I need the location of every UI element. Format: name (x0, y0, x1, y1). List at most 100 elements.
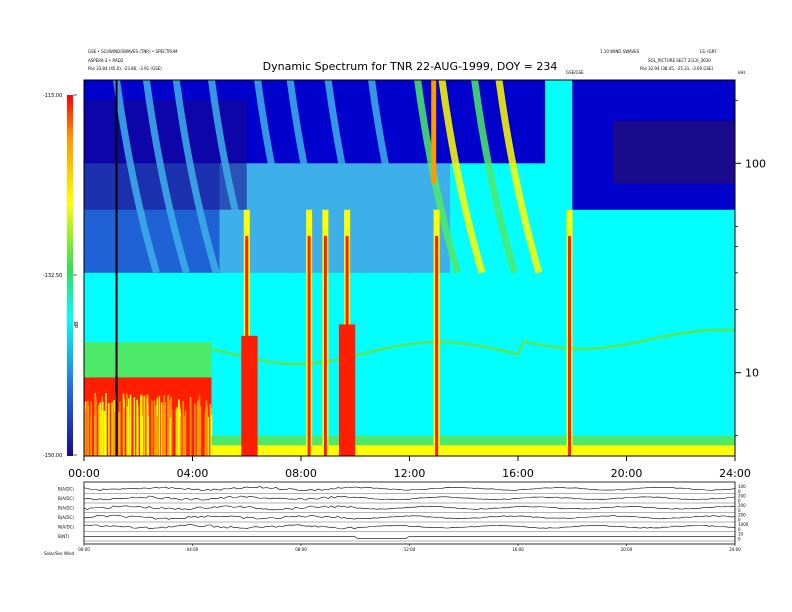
low-band-green (84, 342, 212, 378)
low-band-streak (204, 407, 207, 456)
colorbar-tick-bottom: -150.00 (43, 453, 62, 459)
low-band-streak (162, 406, 164, 456)
footer-label: Solar/Sec Wind (44, 551, 75, 556)
x-tick-label: 16:00 (502, 467, 534, 480)
low-band-streak (105, 393, 107, 456)
burst-block-10h (338, 324, 356, 456)
burst-arc (142, 80, 190, 274)
low-band-streak (206, 407, 209, 456)
chart-title: Dynamic Spectrum for TNR 22-AUG-1999, DO… (263, 60, 558, 73)
panel-right-value: 0 (738, 527, 741, 532)
panel-x-tick-label: 04:00 (187, 547, 199, 552)
marker-label: GSE/GSE (566, 70, 584, 75)
low-band-streak (207, 416, 209, 456)
panel-line (83, 514, 736, 520)
panel-label: B(A/DC) (58, 515, 74, 520)
low-band-streak (119, 401, 121, 456)
low-band-streak (180, 416, 182, 456)
x-tick-label: 24:00 (719, 467, 751, 480)
colorbar-tick-top: -115.00 (43, 93, 62, 99)
low-band-streak (108, 403, 110, 456)
header-top-right-4: Pos 32.94 (38.45, -25.31, -3.60 GSE) (640, 66, 714, 71)
low-band-streak (90, 401, 93, 456)
colorbar-tick-mid: -132.50 (43, 273, 62, 279)
low-band-streak (199, 407, 202, 456)
low-band-streak (153, 400, 156, 456)
low-band-streak (178, 405, 181, 456)
burst-column (307, 235, 311, 456)
low-band-streak (151, 400, 153, 456)
low-band-streak (128, 418, 130, 456)
low-band-streak (140, 415, 143, 456)
burst-arc (172, 80, 220, 274)
low-band-streak (102, 401, 104, 456)
low-band-streak (142, 396, 145, 456)
low-band-streak (154, 409, 157, 456)
burst-column (435, 235, 439, 456)
burst-arc (368, 80, 415, 274)
x-tick-label: 20:00 (611, 467, 643, 480)
low-band-streak (104, 416, 106, 456)
spectrogram-heatmap (84, 80, 735, 456)
low-band-streak (194, 403, 196, 456)
x-axis: 00:00 04:00 08:00 12:00 16:00 20:00 24:00 (68, 456, 751, 480)
panel-label: B(A/DC) (58, 505, 74, 510)
panel-line (83, 505, 736, 511)
y-tick-label: 100 (745, 157, 766, 170)
low-band-streak (95, 400, 97, 456)
panel-label: N(A/DC) (58, 524, 75, 529)
low-band-streak (129, 394, 132, 456)
low-band-streak (169, 417, 171, 456)
x-tick-label: 12:00 (394, 467, 426, 480)
low-band-streak (210, 414, 213, 456)
panel-line (83, 495, 736, 501)
low-band-streak (189, 397, 192, 456)
corner-label: kHz (738, 70, 745, 75)
burst-arc (113, 80, 160, 274)
panel-right-value: 1000 (738, 522, 749, 527)
low-band-streak (97, 404, 100, 456)
low-band-streak (146, 398, 149, 456)
header-top-left-1: GSE • SCI/WIND/SWAVES (TNR) • SPECTRUM (88, 49, 178, 54)
low-band-streak (112, 402, 114, 456)
header-top-left-2: ASPERA-3 • RAD2 (88, 58, 124, 63)
panel-x-tick-label: 08:00 (295, 547, 307, 552)
burst-top-13h (431, 80, 437, 184)
x-tick-label: 08:00 (285, 467, 317, 480)
header-top-left-3: Pos 33.84 (45.0), -23.86, -3.91 (GSE) (88, 66, 162, 71)
low-band-streak (84, 408, 86, 456)
low-band-streak (158, 396, 161, 456)
low-band-streak (164, 401, 166, 456)
burst-column (568, 235, 572, 456)
low-band-streak (143, 395, 146, 456)
burst-arc (495, 80, 543, 274)
colorbar (67, 95, 73, 456)
low-band-streak (176, 407, 178, 456)
panel-right-value: 200 (738, 503, 746, 508)
low-band-streak (184, 410, 187, 456)
panel-right-value: 100 (738, 484, 746, 489)
panel-right-value: 10 (738, 531, 744, 536)
low-band-streak (182, 401, 185, 456)
panel-x-tick-label: 24:00 (729, 547, 741, 552)
panel-x-tick-label: 12:00 (404, 547, 416, 552)
burst-block-6h (241, 335, 258, 456)
burst-column (323, 235, 327, 456)
y-axis: 10 100 (735, 99, 766, 437)
low-band-streak (198, 395, 201, 456)
low-band-streak (160, 402, 163, 456)
low-band-streak (87, 406, 90, 456)
low-band-streak (99, 402, 102, 456)
header-top-right-2: LS: IGRF (700, 49, 717, 54)
low-band-streak (137, 415, 139, 456)
x-tick-label: 04:00 (177, 467, 209, 480)
low-band-streak (113, 411, 116, 456)
panel-right-value: 0 (738, 508, 741, 513)
low-band-streak (126, 406, 129, 456)
panel-label: B(NT) (58, 534, 70, 539)
header-top-right-1: 1.10 WIND SWAVES (600, 49, 640, 54)
panel-line (83, 524, 736, 530)
panel-right-value: 200 (738, 512, 746, 517)
burst-arc (254, 80, 301, 274)
